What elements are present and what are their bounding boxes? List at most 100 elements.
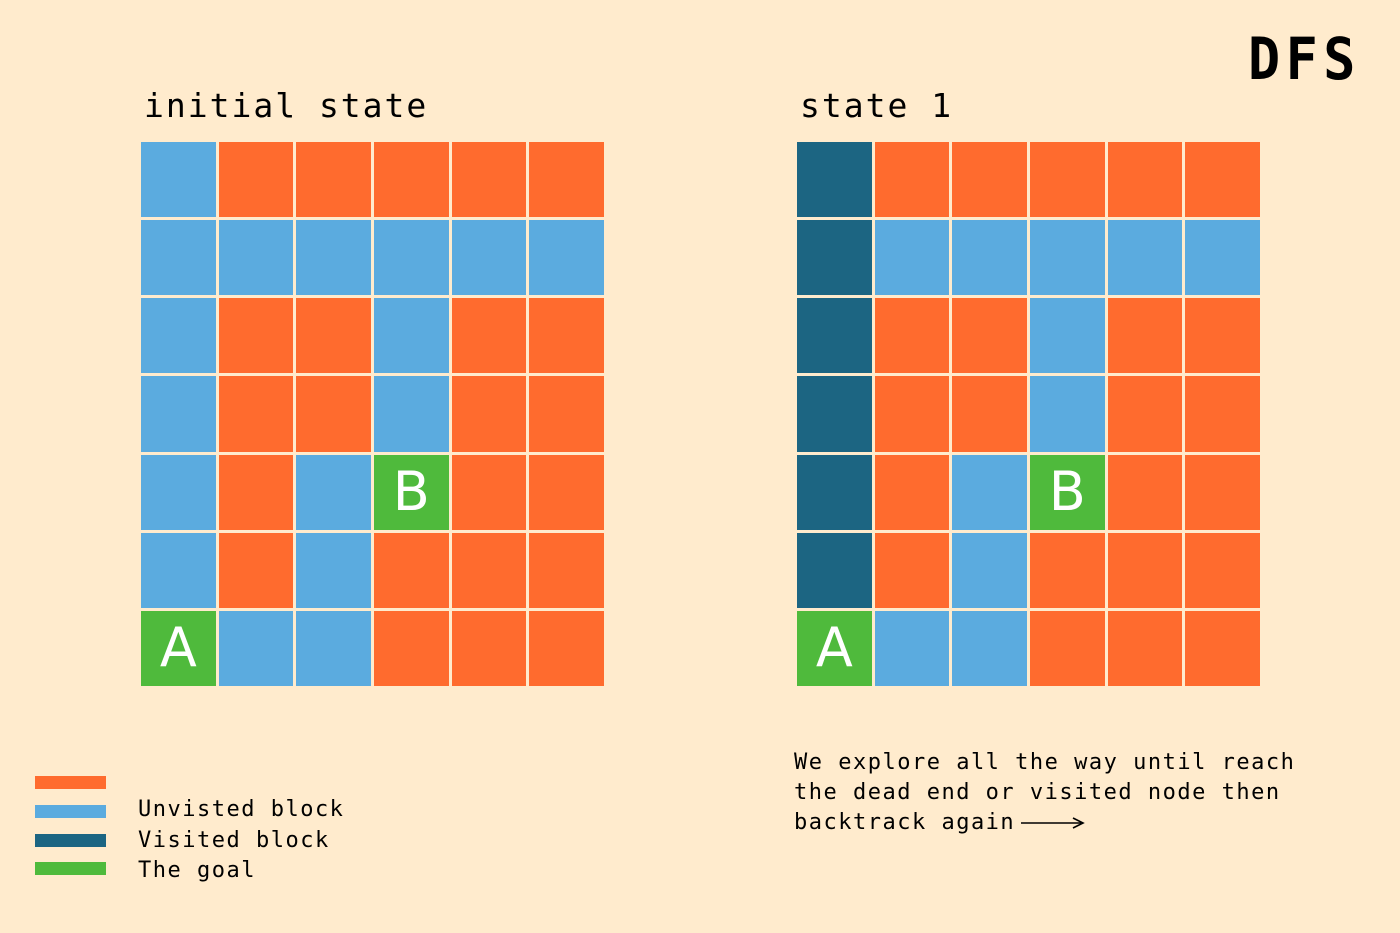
unvisited-cell [1185,220,1260,296]
unvisited-cell [1107,220,1183,296]
wall-cell [218,532,294,608]
wall-cell [529,376,604,452]
goal-cell: B [1029,454,1105,530]
unvisited-cell [296,220,371,296]
unvisited-cell [451,220,527,296]
unvisited-cell [952,532,1027,608]
unvisited-cell [373,220,449,296]
wall-cell [218,376,294,452]
visited-cell [797,220,872,296]
wall-cell [1029,610,1105,686]
wall-cell [529,454,604,530]
wall-cell [373,142,449,218]
page-title: DFS [1248,25,1361,93]
caption-line-2: the dead end or visited node then [794,780,1281,805]
wall-cell [874,454,950,530]
caption-line-3: backtrack again [794,810,1016,835]
wall-cell [1029,532,1105,608]
wall-cell [1185,298,1260,374]
unvisited-cell [1029,298,1105,374]
wall-cell [1185,454,1260,530]
wall-cell [1029,142,1105,218]
legend-swatch-unvisited [35,805,106,818]
right-arrow-icon [1021,817,1085,829]
wall-cell [952,376,1027,452]
wall-cell [874,298,950,374]
wall-cell [874,532,950,608]
unvisited-cell [141,220,216,296]
grid-title-state-1: state 1 [800,86,954,125]
wall-cell [529,610,604,686]
wall-cell [952,142,1027,218]
unvisited-cell [952,610,1027,686]
wall-cell [1185,610,1260,686]
wall-cell [1107,454,1183,530]
unvisited-cell [296,610,371,686]
unvisited-cell [529,220,604,296]
grid-title-initial: initial state [144,86,429,125]
wall-cell [296,376,371,452]
caption: We explore all the way until reach the d… [794,748,1354,838]
goal-letter-b: B [392,460,430,524]
wall-cell [1107,142,1183,218]
wall-cell [451,142,527,218]
wall-cell [874,142,950,218]
unvisited-cell [296,454,371,530]
unvisited-cell [141,454,216,530]
caption-line-1: We explore all the way until reach [794,750,1296,775]
legend-swatch-goal [35,862,106,875]
unvisited-cell [296,532,371,608]
wall-cell [373,532,449,608]
visited-cell [797,142,872,218]
unvisited-cell [1029,376,1105,452]
goal-letter-a: A [159,616,197,680]
legend-swatch-visited [35,834,106,847]
wall-cell [296,142,371,218]
legend-swatch-wall [35,776,106,789]
unvisited-cell [218,220,294,296]
legend-label-visited: Visited block [138,828,330,853]
unvisited-cell [373,298,449,374]
wall-cell [952,298,1027,374]
goal-letter-a: A [815,616,853,680]
wall-cell [529,142,604,218]
wall-cell [451,376,527,452]
goal-cell: B [373,454,449,530]
unvisited-cell [874,610,950,686]
unvisited-cell [141,532,216,608]
visited-cell [797,454,872,530]
wall-cell [451,610,527,686]
wall-cell [296,298,371,374]
legend-label-goal: The goal [138,858,256,883]
visited-cell [797,532,872,608]
wall-cell [1107,610,1183,686]
unvisited-cell [218,610,294,686]
wall-cell [1185,376,1260,452]
goal-letter-b: B [1048,460,1086,524]
unvisited-cell [952,220,1027,296]
unvisited-cell [952,454,1027,530]
wall-cell [218,454,294,530]
visited-cell [797,298,872,374]
unvisited-cell [141,376,216,452]
wall-cell [451,454,527,530]
wall-cell [373,610,449,686]
legend-label-unvisited: Unvisted block [138,797,345,822]
wall-cell [218,298,294,374]
goal-cell: A [797,610,872,686]
wall-cell [451,298,527,374]
wall-cell [529,532,604,608]
unvisited-cell [141,142,216,218]
wall-cell [218,142,294,218]
wall-cell [1107,376,1183,452]
unvisited-cell [1029,220,1105,296]
wall-cell [1107,532,1183,608]
wall-cell [451,532,527,608]
wall-cell [1185,142,1260,218]
wall-cell [529,298,604,374]
wall-cell [1185,532,1260,608]
wall-cell [1107,298,1183,374]
visited-cell [797,376,872,452]
